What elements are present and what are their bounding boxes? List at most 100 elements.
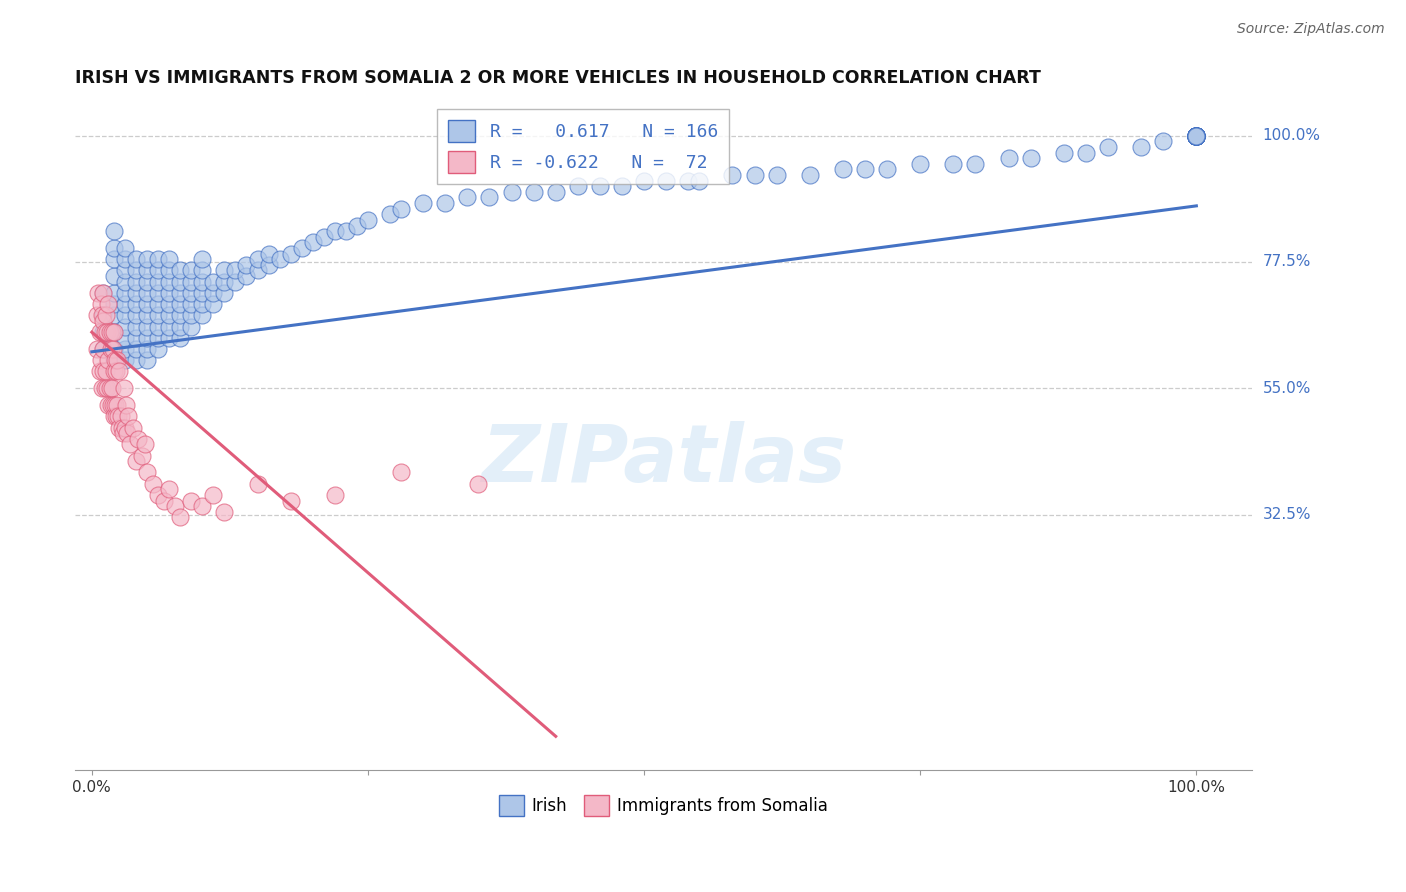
Point [125,309,148,323]
Point [157,252,180,267]
Point [589,179,612,194]
Point [114,297,136,311]
Point [1185,128,1208,143]
Point [335,224,357,238]
Point [104,353,127,368]
Point [853,162,876,177]
Point [1074,145,1097,160]
Point [169,285,191,300]
Point [280,246,302,260]
Point [125,319,148,334]
Point [180,493,202,508]
Point [1185,128,1208,143]
Point [235,268,257,283]
Point [191,252,214,267]
Point [1185,128,1208,143]
Point [125,252,148,267]
Point [456,190,478,204]
Point [103,285,125,300]
Point [142,476,165,491]
Point [111,426,134,441]
Point [832,162,855,177]
Point [114,275,136,289]
Point [94,325,117,339]
Point [169,275,191,289]
Point [87,285,110,300]
Point [114,420,136,434]
Point [291,241,314,255]
Point [114,353,136,368]
Point [1185,128,1208,143]
Point [180,275,202,289]
Point [1185,128,1208,143]
Point [146,285,169,300]
Point [1185,128,1208,143]
Point [191,309,214,323]
Point [169,510,191,524]
Point [101,342,124,356]
Point [114,263,136,277]
Point [136,275,159,289]
Point [610,179,633,194]
Point [114,252,136,267]
Point [157,309,180,323]
Text: 32.5%: 32.5% [1263,507,1312,522]
Point [280,493,302,508]
Text: ZIPatlas: ZIPatlas [481,421,846,500]
Point [136,263,159,277]
Point [378,207,401,221]
Point [105,364,128,378]
Point [146,263,169,277]
Point [98,381,121,395]
Point [100,381,122,395]
Point [997,151,1019,165]
Point [157,331,180,345]
Point [96,381,118,395]
Point [1185,128,1208,143]
Point [269,252,291,267]
Point [191,499,214,513]
Point [103,353,125,368]
Point [89,325,111,339]
Point [96,309,118,323]
Point [105,353,128,368]
Point [1185,128,1208,143]
Point [114,342,136,356]
Point [112,381,135,395]
Point [157,275,180,289]
Point [1185,128,1208,143]
Point [1185,128,1208,143]
Text: 100.0%: 100.0% [1263,128,1320,144]
Point [136,466,159,480]
Point [103,268,125,283]
Point [1185,128,1208,143]
Point [103,297,125,311]
Text: 77.5%: 77.5% [1263,254,1310,269]
Point [655,173,678,187]
Point [765,168,787,182]
Point [202,297,225,311]
Point [214,505,236,519]
Point [157,483,180,497]
Point [125,331,148,345]
Point [91,364,114,378]
Legend: Irish, Immigrants from Somalia: Irish, Immigrants from Somalia [492,789,835,822]
Point [90,381,112,395]
Point [191,275,214,289]
Point [346,219,368,233]
Point [103,309,125,323]
Point [1019,151,1042,165]
Point [127,432,149,446]
Point [97,353,120,368]
Point [111,420,134,434]
Point [157,263,180,277]
Point [478,190,501,204]
Point [1185,128,1208,143]
Point [103,364,125,378]
Point [125,342,148,356]
Point [136,309,159,323]
Point [115,426,138,441]
Point [90,309,112,323]
Point [1130,140,1153,154]
Point [91,314,114,328]
